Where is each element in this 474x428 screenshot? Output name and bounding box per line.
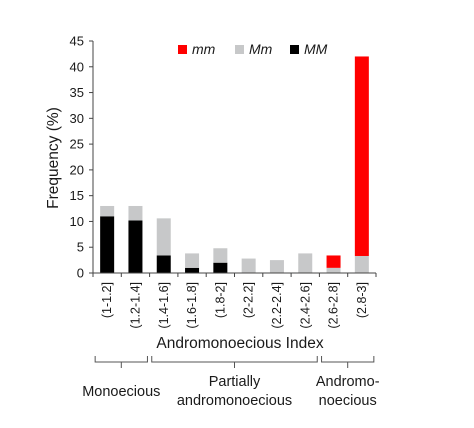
bar-MM-2	[128, 220, 143, 273]
legend-label-mm: mm	[192, 41, 216, 57]
bar-MM-1	[100, 216, 115, 273]
y-tick-label: 15	[70, 188, 84, 203]
bar-Mm-7	[269, 260, 284, 273]
bar-mm-9	[326, 255, 341, 268]
group-bracket-2	[151, 356, 318, 368]
bar-MM-4	[185, 267, 200, 273]
group-label-3: noecious	[319, 393, 377, 409]
y-tick-label: 0	[77, 266, 84, 281]
legend-label-MM: MM	[304, 41, 328, 57]
bar-Mm-6	[241, 258, 256, 273]
y-tick-label: 25	[70, 137, 84, 152]
y-tick-label: 35	[70, 85, 84, 100]
x-tick-label: (1.6-1.8]	[185, 282, 199, 329]
y-tick-label: 40	[70, 59, 84, 74]
bar-MM-3	[156, 255, 171, 273]
y-tick-label: 10	[70, 214, 84, 229]
group-label-2: andromonoecious	[177, 393, 292, 409]
y-tick-label: 5	[77, 240, 84, 255]
x-tick-label: (2.8-3]	[355, 282, 369, 318]
y-tick-label: 30	[70, 111, 84, 126]
bar-Mm-1	[100, 205, 115, 217]
group-bracket-3	[321, 356, 375, 368]
legend-label-Mm: Mm	[249, 41, 273, 57]
legend-swatch-MM	[290, 45, 299, 54]
x-tick-label: (1.4-1.6]	[157, 282, 171, 329]
bar-Mm-10	[354, 255, 369, 273]
legend-swatch-mm	[178, 45, 187, 54]
legend-swatch-Mm	[235, 45, 244, 54]
y-tick-label: 20	[70, 162, 84, 177]
plot-area: 0 5 10 15 20 25 30 35 40 45 (1-1.2] (1.2-1.4] (1.4-1…	[70, 34, 377, 329]
x-tick-label: (2.6-2.8]	[327, 282, 341, 329]
x-axis-label: Andromonoecious Index	[156, 335, 323, 352]
bar-Mm-2	[128, 205, 143, 221]
y-axis-label: Frequency (%)	[45, 107, 62, 209]
bar-MM-5	[213, 262, 228, 273]
legend: mm Mm MM	[178, 41, 328, 57]
bar-Mm-8	[298, 253, 313, 273]
x-tick-label: (1-1.2]	[100, 282, 114, 318]
x-tick-label: (2.4-2.6]	[298, 282, 312, 329]
bar-Mm-4	[185, 253, 200, 268]
x-tick-label: (2.2-2.4]	[270, 282, 284, 329]
group-label-3: Andromo-	[316, 374, 380, 390]
bar-Mm-5	[213, 248, 228, 263]
bar-mm-10	[354, 56, 369, 256]
x-tick-label: (1.8-2]	[213, 282, 227, 318]
y-tick-label: 45	[70, 34, 84, 49]
category-groups: Monoecious Partially andromonoecious Androm…	[82, 356, 380, 409]
bar-Mm-3	[156, 218, 171, 256]
group-label-2: Partially	[209, 374, 261, 390]
group-bracket-1	[94, 356, 148, 368]
group-label-1: Monoecious	[82, 384, 160, 400]
x-tick-label: (1.2-1.4]	[128, 282, 142, 329]
bar-Mm-9	[326, 267, 341, 273]
x-tick-label: (2-2.2]	[242, 282, 256, 318]
